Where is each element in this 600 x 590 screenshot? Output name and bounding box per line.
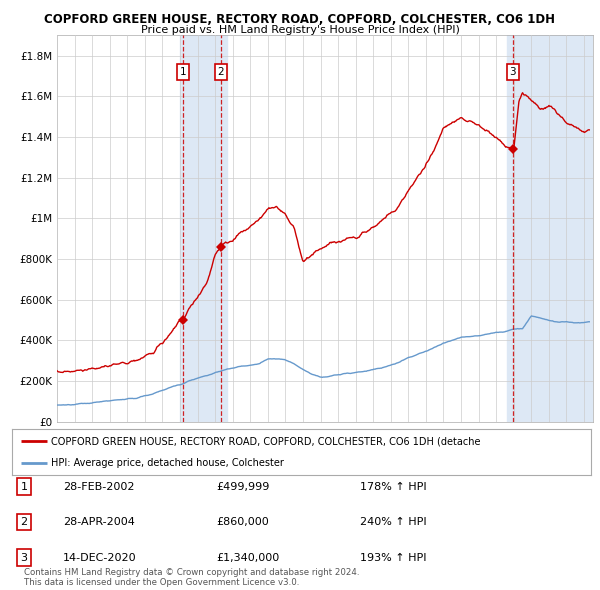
- Text: £860,000: £860,000: [216, 517, 269, 527]
- Text: 28-FEB-2002: 28-FEB-2002: [63, 482, 134, 491]
- Text: 193% ↑ HPI: 193% ↑ HPI: [360, 553, 427, 562]
- Text: Contains HM Land Registry data © Crown copyright and database right 2024.
This d: Contains HM Land Registry data © Crown c…: [24, 568, 359, 587]
- Text: HPI: Average price, detached house, Colchester: HPI: Average price, detached house, Colc…: [52, 457, 284, 467]
- Text: 1: 1: [179, 67, 186, 77]
- Text: COPFORD GREEN HOUSE, RECTORY ROAD, COPFORD, COLCHESTER, CO6 1DH: COPFORD GREEN HOUSE, RECTORY ROAD, COPFO…: [44, 13, 556, 26]
- Text: 14-DEC-2020: 14-DEC-2020: [63, 553, 137, 562]
- Text: 1: 1: [20, 482, 28, 491]
- Text: £499,999: £499,999: [216, 482, 269, 491]
- Text: 3: 3: [20, 553, 28, 562]
- Text: £1,340,000: £1,340,000: [216, 553, 279, 562]
- Text: 240% ↑ HPI: 240% ↑ HPI: [360, 517, 427, 527]
- Text: 2: 2: [20, 517, 28, 527]
- Text: COPFORD GREEN HOUSE, RECTORY ROAD, COPFORD, COLCHESTER, CO6 1DH (detache: COPFORD GREEN HOUSE, RECTORY ROAD, COPFO…: [52, 437, 481, 447]
- Text: 28-APR-2004: 28-APR-2004: [63, 517, 135, 527]
- Bar: [180, 35, 227, 422]
- Text: 2: 2: [217, 67, 224, 77]
- Bar: [507, 35, 593, 422]
- Text: 178% ↑ HPI: 178% ↑ HPI: [360, 482, 427, 491]
- Text: 3: 3: [509, 67, 516, 77]
- Text: Price paid vs. HM Land Registry's House Price Index (HPI): Price paid vs. HM Land Registry's House …: [140, 25, 460, 35]
